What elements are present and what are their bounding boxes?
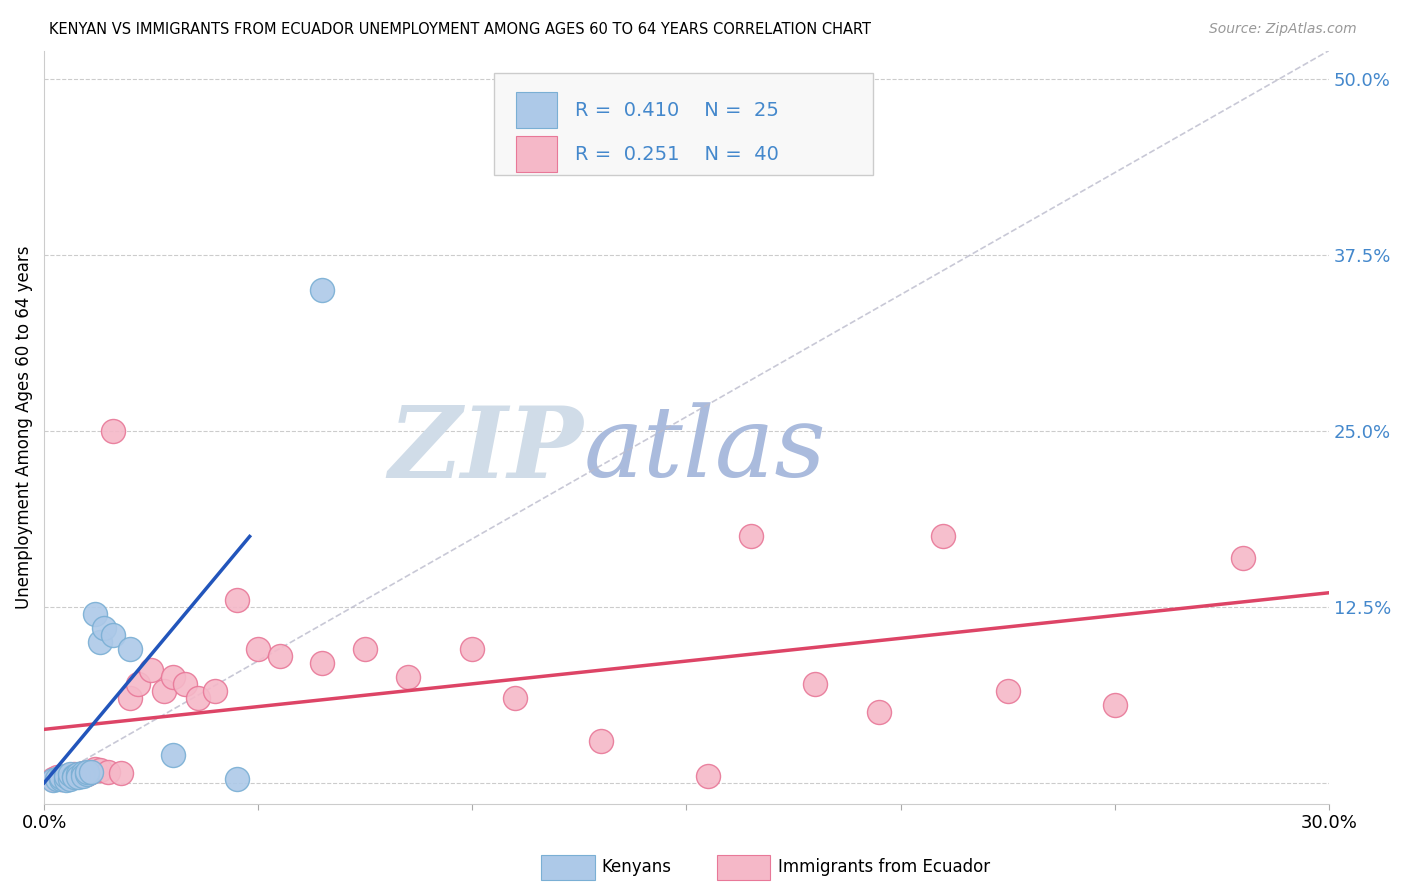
Point [311,283,333,297]
Point [59,772,82,786]
Text: Source: ZipAtlas.com: Source: ZipAtlas.com [1209,22,1357,37]
Point [51,770,73,784]
Point [84,762,107,776]
Point [46,772,69,786]
Point [72,766,94,780]
Point [63,767,86,781]
Point [174,677,197,691]
Point [804,677,827,691]
Point [67,769,90,783]
Point [204,684,226,698]
Point [89,635,111,649]
Point [162,670,184,684]
Point [696,769,718,783]
Point [76,767,98,781]
Point [51,772,73,786]
Point [354,642,377,657]
Point [162,747,184,762]
Point [51,772,73,786]
Point [76,767,98,781]
Text: R =  0.410    N =  25: R = 0.410 N = 25 [575,101,779,120]
Text: Kenyans: Kenyans [602,858,672,876]
Point [589,733,612,747]
Text: ZIP: ZIP [388,401,583,498]
Point [76,764,98,779]
Point [110,766,132,780]
Point [55,769,77,783]
Point [225,592,247,607]
Point [118,642,141,657]
Text: KENYAN VS IMMIGRANTS FROM ECUADOR UNEMPLOYMENT AMONG AGES 60 TO 64 YEARS CORRELA: KENYAN VS IMMIGRANTS FROM ECUADOR UNEMPL… [49,22,872,37]
Text: atlas: atlas [583,402,827,498]
Point [63,769,86,783]
Point [46,770,69,784]
Point [141,663,163,677]
Point [101,424,124,438]
Point [72,769,94,783]
Point [55,772,77,787]
Point [97,764,120,779]
Point [59,770,82,784]
Point [67,767,90,781]
Point [41,772,63,787]
Point [67,770,90,784]
Point [868,706,890,720]
FancyBboxPatch shape [516,92,557,128]
Point [1104,698,1126,713]
Point [63,770,86,784]
Point [55,769,77,783]
Point [932,529,955,543]
Point [80,764,103,779]
Point [59,767,82,781]
Text: R =  0.251    N =  40: R = 0.251 N = 40 [575,145,779,164]
Point [153,684,176,698]
Point [80,764,103,779]
Point [225,772,247,786]
Point [311,656,333,670]
Point [1232,550,1254,565]
FancyBboxPatch shape [516,136,557,172]
Point [503,691,526,706]
Point [396,670,419,684]
Point [101,628,124,642]
Text: Immigrants from Ecuador: Immigrants from Ecuador [778,858,990,876]
FancyBboxPatch shape [494,73,873,175]
Y-axis label: Unemployment Among Ages 60 to 64 years: Unemployment Among Ages 60 to 64 years [15,245,32,609]
Point [997,684,1019,698]
Point [41,772,63,786]
Point [84,607,107,621]
Point [269,649,291,664]
Point [93,621,115,635]
Point [740,529,762,543]
Point [89,763,111,777]
Point [247,642,270,657]
Point [127,677,149,691]
Point [461,642,484,657]
Point [72,766,94,780]
Point [187,691,209,706]
Point [118,691,141,706]
